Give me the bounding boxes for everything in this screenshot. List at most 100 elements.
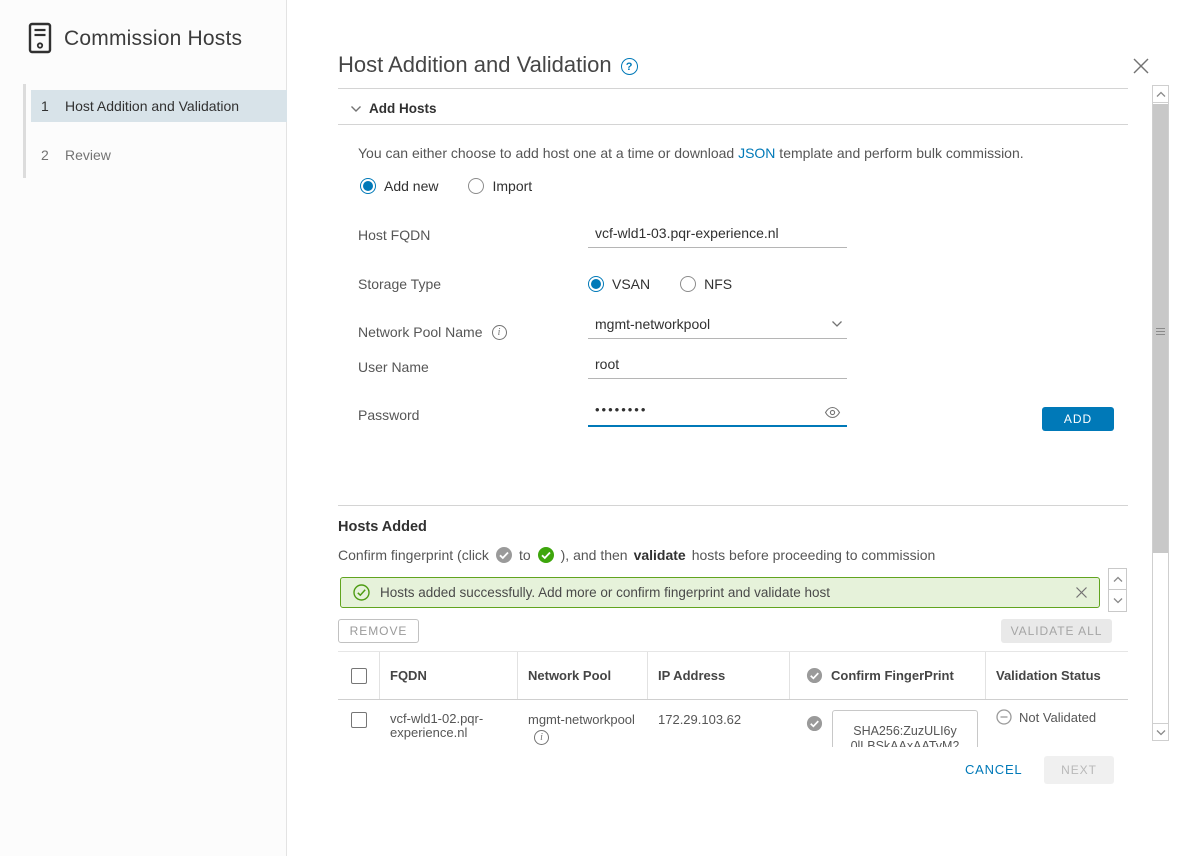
json-template-link[interactable]: JSON (738, 145, 776, 161)
divider (338, 505, 1128, 506)
vsan-radio[interactable]: VSAN (588, 276, 650, 292)
info-icon[interactable]: i (534, 730, 549, 745)
col-fqdn: FQDN (380, 652, 518, 699)
eye-icon[interactable] (824, 404, 841, 421)
user-name-input[interactable]: root (588, 356, 847, 379)
scroll-down-button[interactable] (1108, 590, 1127, 612)
confirm-fingerprint-toggle-icon[interactable] (806, 715, 823, 732)
nfs-radio[interactable]: NFS (680, 276, 732, 292)
check-circle-gray-icon (495, 547, 512, 563)
success-check-icon (353, 584, 370, 601)
success-banner: Hosts added successfully. Add more or co… (340, 577, 1100, 608)
radio-icon (468, 178, 485, 194)
row-fqdn: vcf-wld1-02.pqr-experience.nl (390, 711, 484, 740)
add-button[interactable]: ADD (1042, 407, 1114, 431)
password-masked-value: •••••••• (595, 402, 648, 417)
row-ip-address: 172.29.103.62 (658, 712, 742, 727)
add-hosts-section-label: Add Hosts (369, 101, 437, 116)
storage-type-radio-group: VSAN NFS (588, 276, 732, 292)
intro-text: You can either choose to add host one at… (358, 145, 1024, 161)
confirm-text-before: Confirm fingerprint (click (338, 547, 489, 563)
cancel-button[interactable]: CANCEL (965, 762, 1023, 777)
step-label: Review (65, 147, 111, 163)
divider (338, 124, 1128, 125)
scrollbar-thumb[interactable] (1153, 104, 1168, 553)
radio-selected-icon (588, 276, 604, 292)
help-icon[interactable]: ? (620, 58, 638, 75)
chevron-down-icon (351, 105, 361, 112)
scroll-down-button[interactable] (1153, 723, 1168, 740)
intro-after: template and perform bulk commission. (775, 145, 1024, 161)
network-pool-select[interactable]: mgmt-networkpool (588, 316, 847, 339)
validate-all-button[interactable]: VALIDATE ALL (1001, 619, 1112, 643)
next-button[interactable]: NEXT (1044, 756, 1114, 784)
import-radio[interactable]: Import (468, 178, 532, 194)
row-select-cell (338, 700, 380, 728)
password-label: Password (358, 407, 420, 423)
fingerprint-line2: 0lLBSkAAxAATyM2 (850, 739, 960, 747)
hosts-added-title: Hosts Added (338, 519, 427, 535)
page-title-text: Host Addition and Validation (338, 52, 612, 77)
confirm-text-validate: validate (633, 547, 686, 563)
row-checkbox[interactable] (351, 712, 367, 728)
select-all-checkbox[interactable] (350, 667, 367, 684)
sidebar-step-host-addition[interactable]: 1 Host Addition and Validation (31, 90, 287, 122)
fingerprint-value-box[interactable]: SHA256:ZuzULI6y 0lLBSkAAxAATyM2 (832, 710, 978, 747)
add-hosts-section-toggle[interactable]: Add Hosts (350, 101, 437, 116)
divider (338, 88, 1128, 89)
close-icon[interactable] (1131, 56, 1151, 76)
import-label: Import (492, 178, 533, 194)
radio-icon (680, 276, 697, 292)
network-pool-label: Network Pool Name (358, 324, 483, 340)
host-fqdn-value: vcf-wld1-03.pqr-experience.nl (595, 225, 779, 241)
page-title: Host Addition and Validation ? (338, 52, 638, 78)
row-validation-status: Not Validated (986, 700, 1128, 725)
user-name-value: root (595, 356, 620, 372)
success-banner-text: Hosts added successfully. Add more or co… (380, 585, 830, 600)
chevron-down-icon (831, 320, 843, 328)
scroll-up-button[interactable] (1153, 86, 1168, 103)
wizard-sidebar: Commission Hosts 1 Host Addition and Val… (0, 0, 287, 856)
confirm-text-middle: to (518, 547, 531, 563)
confirm-text-after: ), and then (560, 547, 628, 563)
col-confirm-fingerprint-label: Confirm FingerPrint (831, 668, 954, 683)
info-icon[interactable]: i (491, 324, 507, 340)
nfs-label: NFS (704, 276, 733, 292)
check-circle-gray-icon[interactable] (806, 667, 823, 684)
step-number: 2 (41, 147, 49, 163)
radio-selected-icon (360, 178, 376, 194)
fingerprint-line1: SHA256:ZuzULI6y (853, 724, 957, 738)
mode-radio-group: Add new Import (360, 178, 532, 194)
hosts-table: FQDN Network Pool IP Address Confirm Fin… (338, 651, 1128, 747)
network-pool-value: mgmt-networkpool (595, 316, 711, 332)
step-number: 1 (41, 98, 49, 114)
confirm-fingerprint-instruction: Confirm fingerprint (click to ), and the… (338, 546, 935, 564)
step-track (23, 84, 26, 178)
user-name-label: User Name (358, 359, 429, 375)
sidebar-step-review[interactable]: 2 Review (31, 139, 287, 171)
table-row: vcf-wld1-02.pqr-experience.nl mgmt-netwo… (338, 700, 1128, 747)
remove-button[interactable]: REMOVE (338, 619, 419, 643)
alerts-scrollbar (1108, 568, 1127, 612)
row-fingerprint-cell: SHA256:ZuzULI6y 0lLBSkAAxAATyM2 (790, 700, 986, 747)
row-network-pool-value: mgmt-networkpool (528, 712, 635, 727)
col-confirm-fingerprint: Confirm FingerPrint (790, 652, 986, 699)
password-input[interactable]: •••••••• (588, 402, 847, 427)
server-icon (28, 22, 54, 56)
step-label: Host Addition and Validation (65, 98, 240, 114)
col-ip-address: IP Address (648, 652, 790, 699)
main-scrollbar[interactable] (1152, 85, 1169, 741)
minus-circle-icon (996, 709, 1012, 725)
wizard-title: Commission Hosts (64, 27, 243, 50)
host-fqdn-input[interactable]: vcf-wld1-03.pqr-experience.nl (588, 225, 847, 248)
banner-close-icon[interactable] (1075, 586, 1088, 599)
col-validation-status: Validation Status (996, 668, 1101, 683)
storage-type-label: Storage Type (358, 276, 442, 292)
check-circle-green-icon (537, 547, 554, 563)
scroll-up-button[interactable] (1108, 568, 1127, 590)
vsan-label: VSAN (612, 276, 651, 292)
scrollbar-grip (1156, 328, 1165, 337)
add-new-radio[interactable]: Add new (360, 178, 438, 194)
validation-status-text: Not Validated (1019, 709, 1097, 725)
